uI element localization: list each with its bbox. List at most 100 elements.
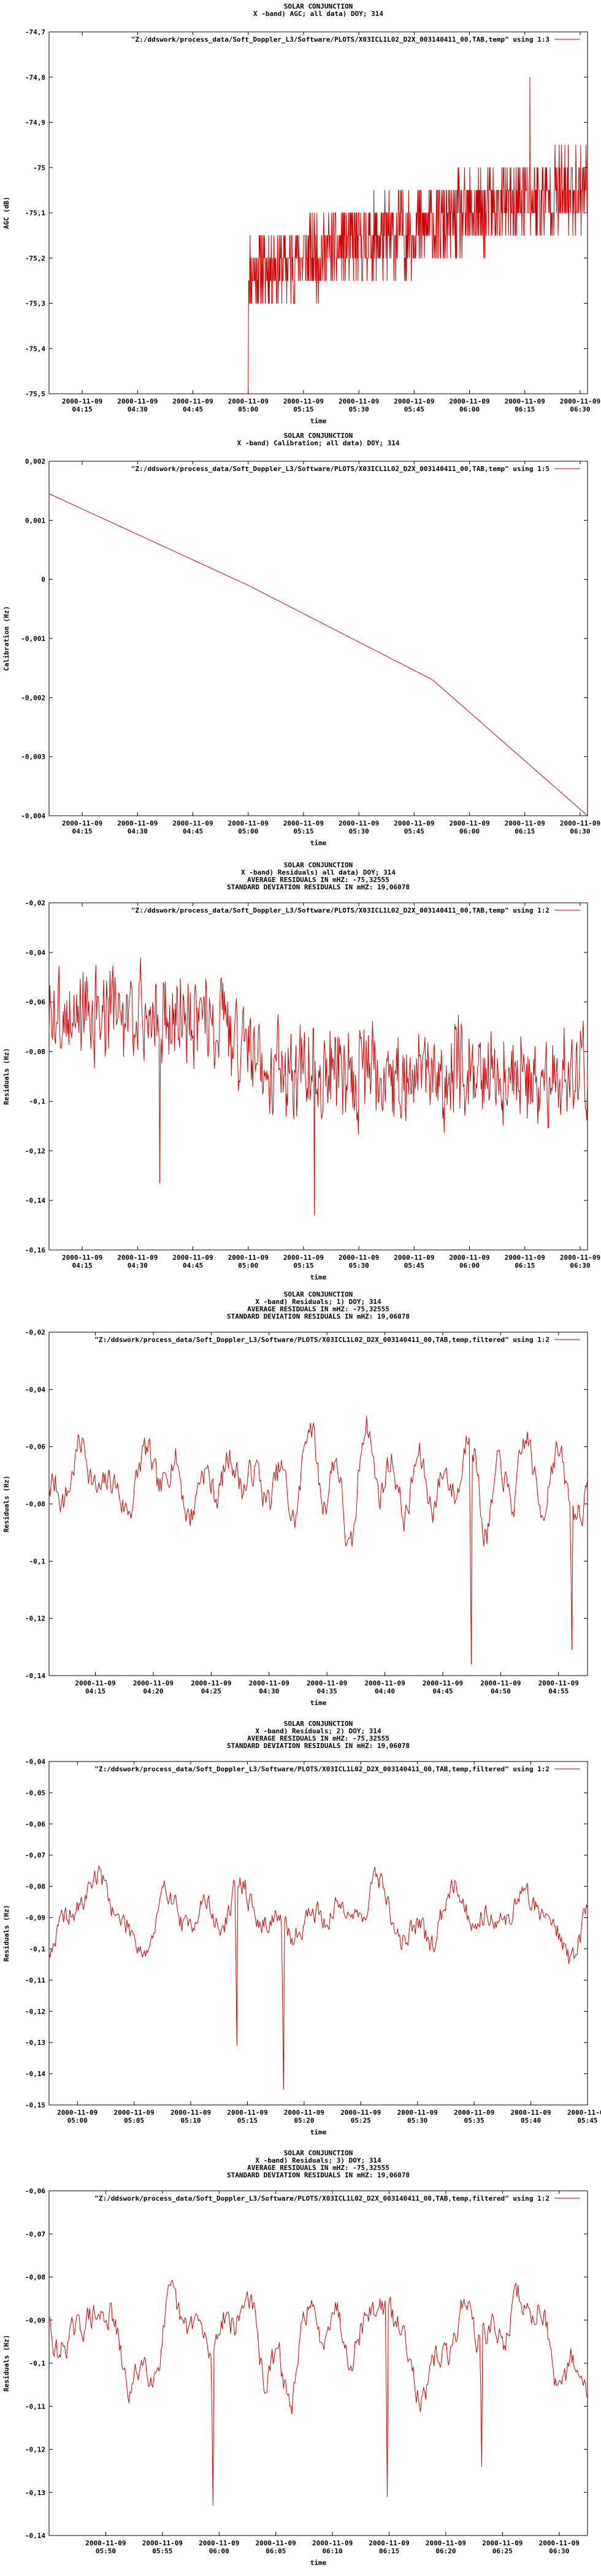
y-tick-label: -74,8 <box>25 74 45 82</box>
x-axis-label: time <box>310 417 327 425</box>
x-tick-label-date: 2000-11-09 <box>199 2539 239 2547</box>
y-tick-label: -0,06 <box>25 1820 45 1828</box>
y-tick-label: -75,4 <box>25 345 45 353</box>
x-tick-label-date: 2000-11-09 <box>172 819 213 827</box>
x-tick-label-date: 2000-11-09 <box>142 2539 183 2547</box>
chart-title-line: X -band) Residuals; 3) DOY; 314 <box>255 2156 381 2164</box>
chart-title-line: SOLAR CONJUNCTION <box>284 432 353 440</box>
x-tick-label-date: 2000-11-09 <box>454 2109 494 2117</box>
y-tick-label: -0,09 <box>25 2317 45 2325</box>
y-tick-label: -0,14 <box>25 2070 45 2078</box>
x-tick-label-time: 05:55 <box>152 2547 172 2555</box>
series-line <box>248 77 588 394</box>
chart-title-line: SOLAR CONJUNCTION <box>284 1290 353 1298</box>
series-line <box>48 1865 588 2090</box>
x-tick-label-date: 2000-11-09 <box>560 1254 600 1262</box>
x-tick-label-date: 2000-11-09 <box>57 2109 98 2117</box>
series-line <box>48 957 588 1216</box>
x-tick-label-time: 05:40 <box>521 2117 541 2125</box>
x-tick-label-time: 04:45 <box>183 405 203 413</box>
x-tick-label-date: 2000-11-09 <box>284 2109 324 2117</box>
y-tick-label: -75,5 <box>25 390 45 398</box>
y-tick-label: 0,002 <box>25 458 45 466</box>
chart-title-line: SOLAR CONJUNCTION <box>284 2 353 10</box>
plot-frame <box>48 461 588 816</box>
x-tick-label-date: 2000-11-09 <box>170 2109 211 2117</box>
x-tick-label-date: 2000-11-09 <box>397 2109 438 2117</box>
x-tick-label-time: 05:00 <box>67 2117 88 2125</box>
x-axis-label: time <box>310 1699 327 1707</box>
x-tick-label-date: 2000-11-09 <box>426 2539 466 2547</box>
x-tick-label-time: 06:30 <box>570 1262 590 1270</box>
y-tick-label: -75,3 <box>25 300 45 308</box>
x-tick-label-time: 04:15 <box>72 827 93 835</box>
x-tick-label-date: 2000-11-09 <box>307 1679 347 1687</box>
y-tick-label: -0,05 <box>25 1789 45 1797</box>
chart-title-line: X -band) Residuals; 1) DOY; 314 <box>255 1298 381 1306</box>
legend-label: "Z:/ddswork/process_data/Soft_Doppler_L3… <box>94 2195 549 2202</box>
y-tick-label: 0,001 <box>25 516 45 524</box>
y-tick-label: -74,9 <box>25 119 45 127</box>
x-tick-label-time: 05:30 <box>349 405 369 413</box>
chart-title-line: X -band) AGC; all data) DOY; 314 <box>253 10 383 18</box>
x-tick-label-time: 04:15 <box>85 1687 105 1695</box>
x-axis-label: time <box>310 1273 327 1281</box>
x-tick-label-time: 05:50 <box>96 2547 116 2555</box>
legend-background <box>129 906 583 915</box>
y-axis-label: Residuals (Hz) <box>2 1048 10 1105</box>
x-tick-label-time: 05:10 <box>180 2117 201 2125</box>
chart-title-line: SOLAR CONJUNCTION <box>284 861 353 869</box>
x-tick-label-date: 2000-11-09 <box>560 819 600 827</box>
y-tick-label: 0 <box>41 576 45 584</box>
x-tick-label-time: 06:00 <box>459 405 480 413</box>
chart-title-line: STANDARD DEVIATION RESIDUALS IN mHZ: 19,… <box>227 1313 410 1321</box>
y-tick-label: -0,001 <box>21 635 45 643</box>
x-tick-label-time: 05:00 <box>238 827 258 835</box>
chart-title-line: SOLAR CONJUNCTION <box>284 1720 353 1728</box>
x-tick-label-time: 06:00 <box>209 2547 229 2555</box>
x-tick-label-date: 2000-11-09 <box>449 1254 489 1262</box>
x-tick-label-time: 05:00 <box>238 1262 258 1270</box>
x-tick-label-date: 2000-11-09 <box>228 1254 269 1262</box>
x-tick-label-date: 2000-11-09 <box>340 2109 381 2117</box>
x-tick-label-time: 05:20 <box>294 2117 314 2125</box>
x-axis-label: time <box>310 2128 327 2136</box>
legend-background <box>93 2194 583 2203</box>
plot-frame <box>48 1761 588 2106</box>
x-tick-label-time: 04:45 <box>432 1687 453 1695</box>
chart-title-line: X -band) Calibration; all data) DOY; 314 <box>237 439 400 447</box>
x-tick-label-date: 2000-11-09 <box>283 819 324 827</box>
x-tick-label-date: 2000-11-09 <box>228 819 269 827</box>
y-tick-label: -0,02 <box>25 899 45 907</box>
x-tick-label-time: 06:30 <box>570 405 590 413</box>
x-tick-label-time: 05:15 <box>237 2117 258 2125</box>
y-tick-label: -0,04 <box>25 1386 45 1393</box>
series-line <box>48 493 588 816</box>
plot-frame <box>48 902 588 1251</box>
x-tick-label-date: 2000-11-09 <box>394 819 434 827</box>
chart-title-line: AVERAGE RESIDUALS IN mHZ: -75,32555 <box>247 2164 389 2172</box>
x-tick-label-date: 2000-11-09 <box>228 397 269 405</box>
x-tick-label-time: 05:45 <box>404 405 424 413</box>
y-tick-label: -0,003 <box>21 753 45 761</box>
x-tick-label-time: 05:05 <box>124 2117 144 2125</box>
x-tick-label-time: 04:45 <box>183 1262 203 1270</box>
chart-title-line: STANDARD DEVIATION RESIDUALS IN mHZ: 19,… <box>227 2171 410 2179</box>
x-tick-label-time: 04:20 <box>143 1687 163 1695</box>
x-tick-label-date: 2000-11-09 <box>364 1679 405 1687</box>
legend-label: "Z:/ddswork/process_data/Soft_Doppler_L3… <box>131 36 549 44</box>
x-tick-label-date: 2000-11-09 <box>85 2539 126 2547</box>
x-tick-label-time: 06:05 <box>266 2547 286 2555</box>
legend-label: "Z:/ddswork/process_data/Soft_Doppler_L3… <box>94 1765 549 1773</box>
x-tick-label-time: 04:15 <box>72 1262 93 1270</box>
x-tick-label-date: 2000-11-09 <box>133 1679 174 1687</box>
x-tick-label-time: 05:25 <box>351 2117 371 2125</box>
x-tick-label-date: 2000-11-09 <box>505 397 545 405</box>
y-tick-label: -0,1 <box>29 1097 46 1105</box>
y-axis-label: Calibration (Hz) <box>2 606 10 671</box>
plot-frame <box>48 1332 588 1676</box>
y-tick-label: -0,08 <box>25 2274 45 2282</box>
x-tick-label-time: 06:00 <box>459 827 480 835</box>
